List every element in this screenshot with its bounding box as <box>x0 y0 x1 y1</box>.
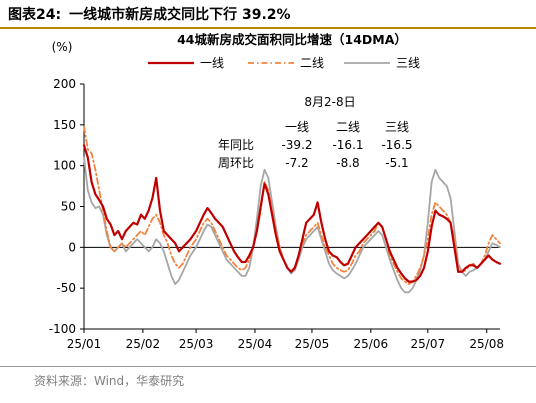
x-axis: 25/01 25/02 25/03 25/04 25/05 25/06 25/07 25/08 <box>67 246 504 351</box>
figure-title: 图表24: 一线城市新房成交同比下行 39.2% <box>8 4 291 24</box>
figure-label: 图表24: <box>8 7 62 23</box>
y-tick-label: -100 <box>49 322 76 336</box>
annotation-header: 8月2-8日 <box>304 95 355 109</box>
x-tick-label: 25/05 <box>295 337 330 351</box>
series-line-三线 <box>83 156 501 294</box>
y-tick-label: 50 <box>61 200 76 214</box>
source-note: 资料来源：Wind，华泰研究 <box>34 374 185 388</box>
annotation-value: -39.2 <box>281 138 312 152</box>
legend-label: 三线 <box>396 56 420 70</box>
legend-label: 二线 <box>300 56 324 70</box>
annotation-row-label: 年同比 <box>218 138 254 152</box>
annotation-value: -16.1 <box>332 138 363 152</box>
legend-label: 一线 <box>200 56 224 70</box>
y-tick-label: 150 <box>53 118 76 132</box>
annotation-column-label: 一线 <box>285 120 309 134</box>
y-axis-label: (%) <box>52 40 73 54</box>
x-tick-label: 25/03 <box>179 337 214 351</box>
x-tick-label: 25/04 <box>238 337 273 351</box>
chart-title: 44城新房成交面积同比增速（14DMA） <box>177 32 407 47</box>
x-tick-label: 25/07 <box>411 337 446 351</box>
annotation-value: -5.1 <box>385 156 408 170</box>
figure-title-text: 一线城市新房成交同比下行 39.2% <box>69 7 291 23</box>
y-tick-label: 200 <box>53 77 76 91</box>
annotation-row-label: 周环比 <box>218 156 254 170</box>
y-tick-label: 100 <box>53 159 76 173</box>
series-layer <box>82 125 502 294</box>
y-axis: 200 150 100 50 0 -50 -100 <box>49 77 85 336</box>
source-divider <box>0 366 536 367</box>
annotation-value: -8.8 <box>336 156 359 170</box>
title-divider <box>0 27 536 29</box>
x-tick-label: 25/01 <box>67 337 102 351</box>
x-tick-label: 25/06 <box>354 337 389 351</box>
x-tick-label: 25/02 <box>126 337 161 351</box>
series-line-一线 <box>82 144 502 283</box>
annotation-column-label: 三线 <box>385 120 409 134</box>
x-tick-label: 25/08 <box>469 337 504 351</box>
annotation-value: -16.5 <box>381 138 412 152</box>
y-tick-label: -50 <box>56 281 76 295</box>
annotation-value: -7.2 <box>285 156 308 170</box>
annotation-column-label: 二线 <box>336 120 360 134</box>
y-tick-label: 0 <box>68 240 76 254</box>
legend: 一线 二线 三线 <box>148 56 420 70</box>
